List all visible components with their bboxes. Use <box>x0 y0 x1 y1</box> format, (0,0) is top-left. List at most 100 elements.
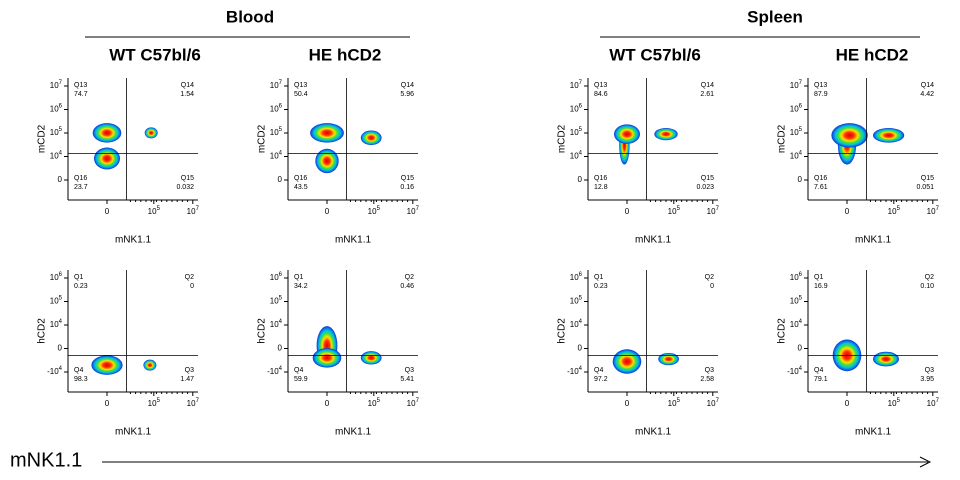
tick-base: 0 <box>325 207 330 216</box>
quadrant-name: Q1 <box>814 274 823 281</box>
quadrant-name: Q13 <box>814 82 827 89</box>
tick-exp: 5 <box>59 127 63 133</box>
quadrant-value: 2.61 <box>700 91 714 98</box>
tick-label: 0 <box>578 344 583 353</box>
quadrant-value: 16.9 <box>814 283 828 290</box>
density-blob <box>315 148 339 174</box>
tick-base: 0 <box>58 344 63 353</box>
tick-label: 0 <box>845 207 850 216</box>
tick-base: 10 <box>668 399 677 408</box>
axis-label: mNK1.1 <box>335 427 372 438</box>
tick-base: 0 <box>798 344 803 353</box>
density-blob <box>360 351 382 365</box>
tick-base: 10 <box>270 297 279 306</box>
tick-base: 10 <box>50 273 59 282</box>
tick-base: 0 <box>105 399 110 408</box>
tick-label: 105 <box>148 398 161 409</box>
tick-base: 10 <box>368 399 377 408</box>
tick-label: 107 <box>187 398 200 409</box>
density-blob <box>94 147 120 170</box>
axis-label: hCD2 <box>557 318 568 344</box>
tick-label: 104 <box>570 150 583 161</box>
tick-base: 10 <box>790 152 799 161</box>
tick-base: 0 <box>578 344 583 353</box>
tick-base: 10 <box>707 399 716 408</box>
tick-exp: 4 <box>59 150 63 156</box>
tick-label: 107 <box>790 80 803 91</box>
density-blob <box>831 123 868 148</box>
density-blob <box>310 123 344 143</box>
quadrant-value: 0.23 <box>74 283 88 290</box>
density-blob <box>612 349 642 374</box>
tick-base: 10 <box>570 152 579 161</box>
tick-label: -104 <box>567 366 583 377</box>
tick-label: 0 <box>578 175 583 184</box>
tick-exp: 7 <box>579 80 583 86</box>
quadrant-value: 0.16 <box>400 184 414 191</box>
tick-base: 10 <box>707 207 716 216</box>
tick-base: 10 <box>790 297 799 306</box>
tick-exp: 6 <box>59 272 63 278</box>
quadrant-value: 34.2 <box>294 283 308 290</box>
tick-base: 0 <box>625 207 630 216</box>
tick-base: 0 <box>325 399 330 408</box>
quadrant-name: Q3 <box>185 367 194 374</box>
quadrant-value: 4.42 <box>920 91 934 98</box>
quadrant-name: Q3 <box>405 367 414 374</box>
quadrant-value: 0 <box>190 283 194 290</box>
tick-label: 106 <box>50 103 63 114</box>
tick-label: 105 <box>570 295 583 306</box>
tick-label: 107 <box>270 80 283 91</box>
tick-label: 0 <box>845 399 850 408</box>
tick-exp: 7 <box>196 206 200 212</box>
density-blob <box>658 352 679 366</box>
tick-base: 10 <box>368 207 377 216</box>
tick-exp: 5 <box>377 206 381 212</box>
tick-label: 0 <box>798 175 803 184</box>
tick-exp: 7 <box>716 398 720 404</box>
axis-label: mNK1.1 <box>855 235 892 246</box>
tick-exp: 4 <box>579 319 583 325</box>
tick-base: 10 <box>570 105 579 114</box>
quadrant-name: Q4 <box>814 367 823 374</box>
quadrant-name: Q16 <box>294 175 307 182</box>
tick-label: 105 <box>148 206 161 217</box>
tick-exp: 7 <box>936 398 940 404</box>
tick-base: -10 <box>267 367 279 376</box>
tick-base: 0 <box>58 175 63 184</box>
quadrant-value: 98.3 <box>74 376 88 383</box>
tick-exp: 5 <box>157 206 161 212</box>
axis-label: mNK1.1 <box>115 427 152 438</box>
tick-base: 10 <box>50 81 59 90</box>
quadrant-name: Q4 <box>594 367 603 374</box>
tick-exp: 5 <box>799 127 803 133</box>
tick-exp: 5 <box>579 127 583 133</box>
tick-base: 10 <box>790 81 799 90</box>
tick-exp: 4 <box>279 319 283 325</box>
tick-base: 10 <box>148 207 157 216</box>
tick-label: 104 <box>270 319 283 330</box>
tick-exp: 4 <box>579 150 583 156</box>
quadrant-value: 12.8 <box>594 184 608 191</box>
tick-exp: 5 <box>377 398 381 404</box>
quadrant-value: 50.4 <box>294 91 308 98</box>
quadrant-value: 74.7 <box>74 91 88 98</box>
tick-base: 10 <box>570 128 579 137</box>
tick-exp: 4 <box>279 150 283 156</box>
tick-base: 0 <box>278 344 283 353</box>
tick-label: 107 <box>407 398 420 409</box>
tick-label: 0 <box>325 207 330 216</box>
density-blob <box>91 355 123 375</box>
tick-base: 0 <box>625 399 630 408</box>
quadrant-value: 0.46 <box>400 283 414 290</box>
column-title: HE hCD2 <box>309 45 382 64</box>
tick-label: 105 <box>668 206 681 217</box>
quadrant-value: 0.10 <box>920 283 934 290</box>
tick-label: 107 <box>187 206 200 217</box>
tick-base: 10 <box>790 105 799 114</box>
tick-exp: 7 <box>416 398 420 404</box>
quadrant-value: 79.1 <box>814 376 828 383</box>
tick-label: 106 <box>570 103 583 114</box>
tick-exp: 4 <box>799 319 803 325</box>
